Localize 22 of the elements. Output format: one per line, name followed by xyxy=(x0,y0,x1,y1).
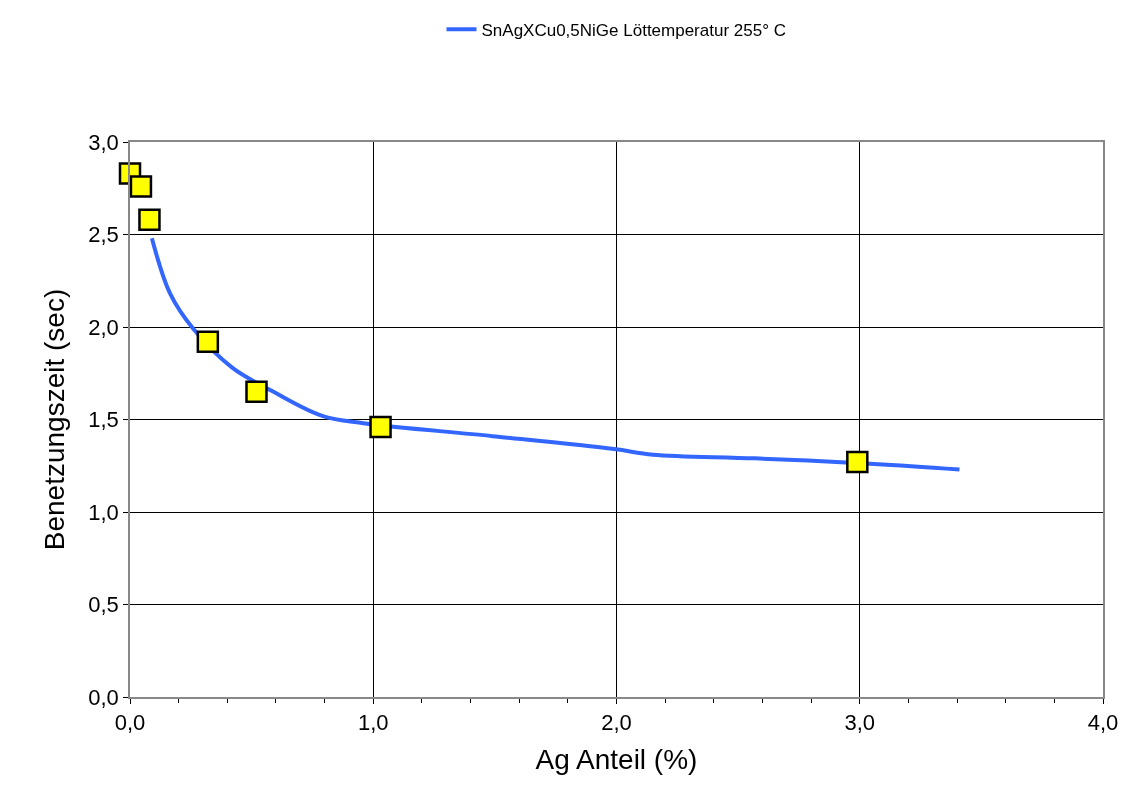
y-tick-label: 1,0 xyxy=(88,499,119,525)
y-tick-label: 1,5 xyxy=(88,407,119,433)
y-tick-label: 3,0 xyxy=(88,129,119,155)
x-tick-label: 3,0 xyxy=(844,710,876,736)
x-tick-label: 4,0 xyxy=(1087,710,1119,736)
y-tick-label: 2,5 xyxy=(88,222,119,248)
x-tick-label: 0,0 xyxy=(114,710,146,736)
legend-label: SnAgXCu0,5NiGe Löttemperatur 255° C xyxy=(481,20,786,40)
point xyxy=(129,175,153,198)
y-tick-label: 2,0 xyxy=(88,314,119,340)
x-tick-label: 1,0 xyxy=(357,710,389,736)
x-tick-label: 2,0 xyxy=(601,710,632,736)
y-tick-label: 0,5 xyxy=(88,592,119,618)
x-axis-title: Ag Anteil (%) xyxy=(535,743,698,775)
point xyxy=(369,415,392,439)
line-series xyxy=(149,236,962,472)
y-tick-label: 0,0 xyxy=(88,684,119,710)
point xyxy=(846,450,869,474)
point xyxy=(138,208,161,231)
y-axis-title: Benetzungszeit (sec) xyxy=(39,288,71,551)
point xyxy=(245,380,268,403)
point xyxy=(196,330,220,354)
